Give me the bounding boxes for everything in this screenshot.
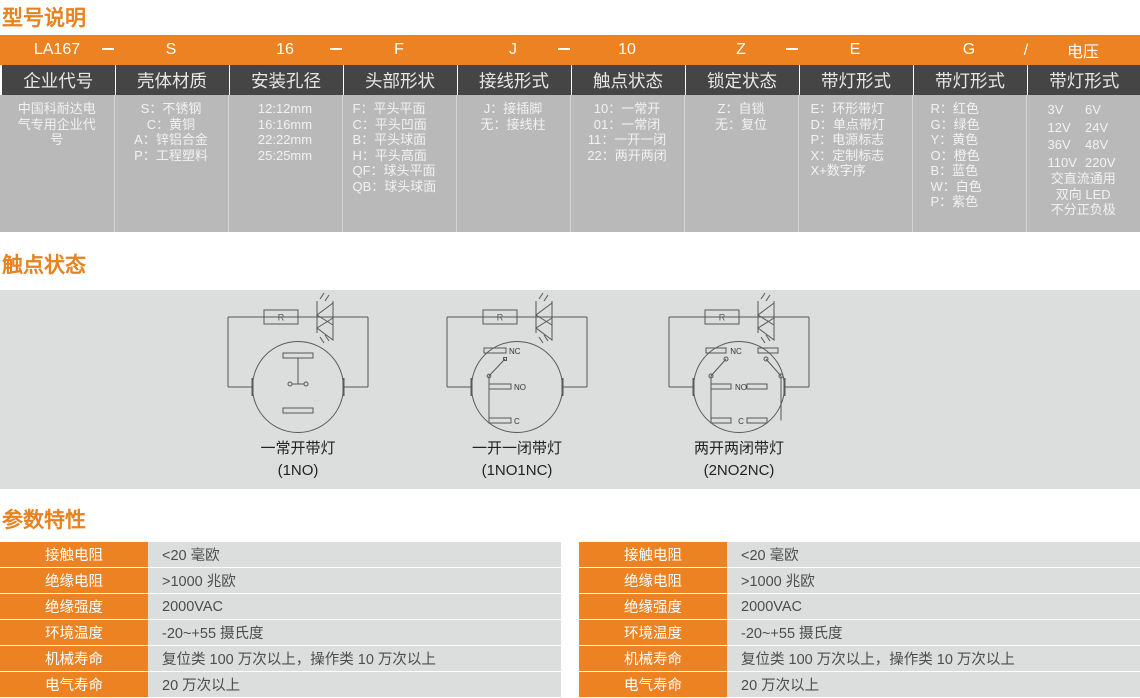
svg-text:R: R <box>278 313 285 323</box>
svg-text:R: R <box>719 313 726 323</box>
svg-text:(1NO1NC): (1NO1NC) <box>482 462 553 479</box>
svg-text:R: R <box>497 313 504 323</box>
svg-text:C: C <box>738 417 744 426</box>
svg-text:C: C <box>514 417 520 426</box>
svg-text:(2NO2NC): (2NO2NC) <box>704 462 775 479</box>
svg-text:NC: NC <box>509 347 521 356</box>
svg-text:一常开带灯: 一常开带灯 <box>260 440 335 457</box>
svg-text:NC: NC <box>730 347 742 356</box>
svg-text:两开两闭带灯: 两开两闭带灯 <box>694 440 784 457</box>
svg-text:NO: NO <box>514 383 526 392</box>
svg-text:一开一闭带灯: 一开一闭带灯 <box>472 440 562 457</box>
svg-text:NO: NO <box>735 383 747 392</box>
svg-text:(1NO): (1NO) <box>278 462 319 479</box>
